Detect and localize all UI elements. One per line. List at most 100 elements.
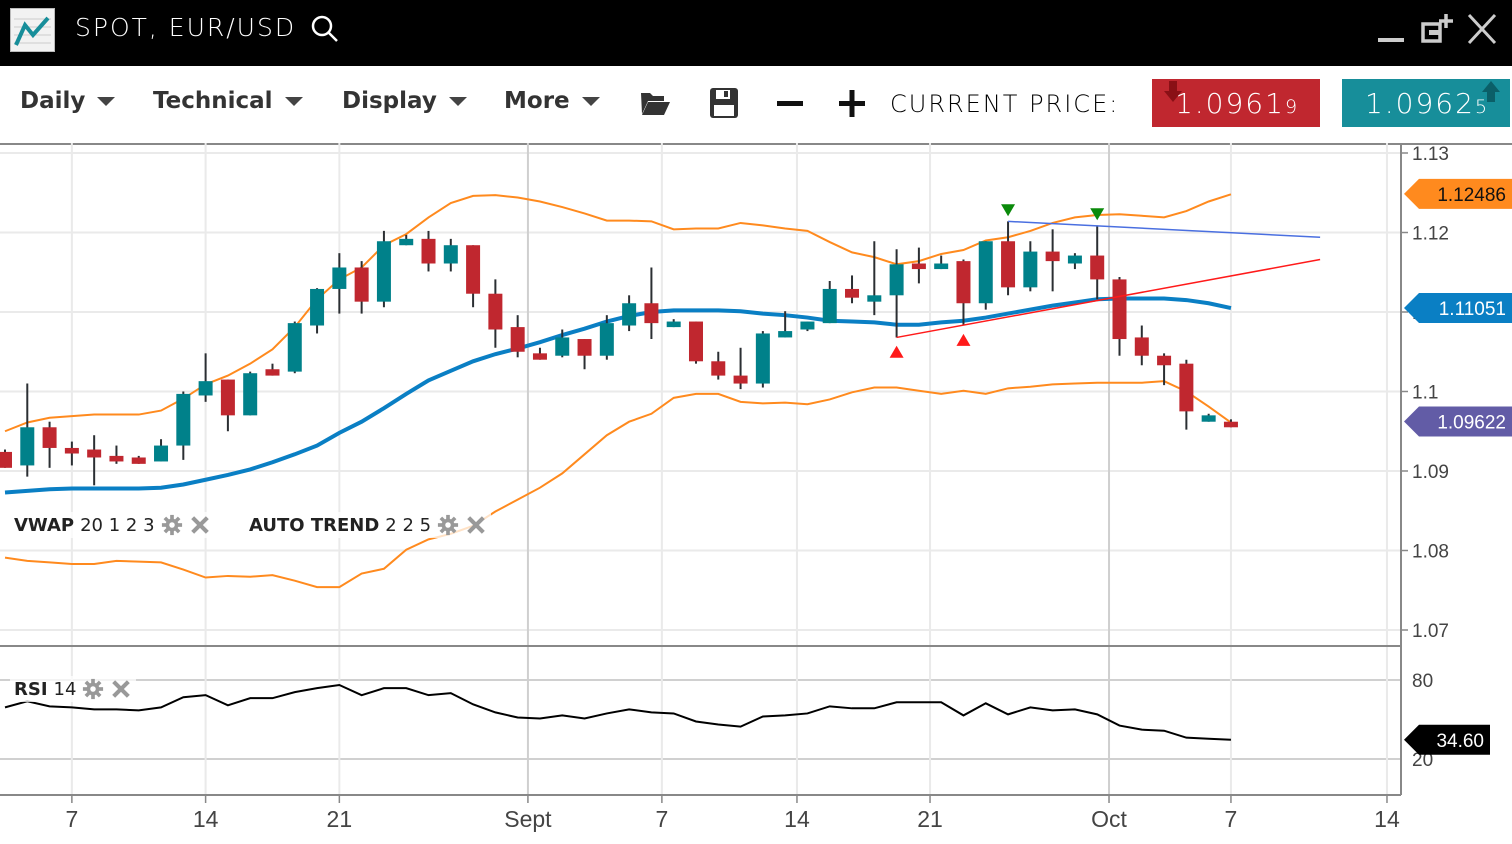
rsi-name: RSI (14, 678, 48, 700)
candle-body (376, 241, 391, 302)
menu-label: Technical (153, 88, 273, 114)
price-tag-label: 1.12486 (1437, 185, 1506, 206)
candle-body (332, 267, 347, 289)
candle-body (154, 445, 169, 462)
zoom-in-icon[interactable] (835, 86, 869, 120)
candle-body (711, 361, 726, 376)
candle-body (310, 288, 325, 326)
bid-price-button[interactable]: 1.0961 9 (1152, 79, 1320, 127)
candle-down (733, 347, 748, 390)
menu-label: Display (342, 88, 437, 114)
menu-technical[interactable]: Technical (153, 88, 303, 114)
menu-daily[interactable]: Daily (20, 88, 116, 114)
candle-body (911, 263, 926, 270)
candle-down (1223, 419, 1238, 428)
candle-up (176, 391, 191, 460)
candle-body (934, 263, 949, 270)
time-tick-label: 14 (784, 806, 810, 832)
candle-down (1112, 277, 1127, 356)
close-icon[interactable] (1465, 12, 1499, 46)
lower-band-line (4, 380, 1232, 589)
time-tick-label: 14 (1374, 806, 1400, 832)
time-tick-label: 7 (65, 806, 78, 832)
price-tick-label: 1.07 (1412, 621, 1449, 642)
caret-down-icon (448, 97, 467, 106)
candle-down (845, 275, 860, 304)
save-icon[interactable] (707, 86, 741, 120)
candle-down (0, 449, 12, 468)
remove-study-icon[interactable] (110, 678, 132, 700)
candle-body (733, 375, 748, 384)
candle-body (64, 447, 79, 454)
auto-trend-lines (889, 204, 1321, 358)
grid (0, 143, 1401, 795)
candle-body (956, 261, 971, 304)
upper-band-line (4, 193, 1232, 433)
gear-icon[interactable] (437, 514, 459, 536)
candle-up (622, 295, 637, 332)
candle-down (577, 339, 592, 370)
support-trend-line (896, 258, 1321, 339)
price-tag-label: 1.09622 (1437, 413, 1506, 434)
bid-price-main: 1.0961 (1174, 86, 1285, 120)
candle-body (510, 327, 525, 352)
price-tick-label: 1.09 (1412, 462, 1449, 483)
vwap-middle-line (4, 296, 1232, 495)
candle-body (443, 245, 458, 264)
candle-body (778, 331, 793, 338)
arrow-up-icon (1482, 81, 1500, 102)
remove-study-icon[interactable] (189, 514, 211, 536)
minimize-icon[interactable] (1375, 12, 1409, 46)
menu-more[interactable]: More (504, 88, 600, 114)
candle-down (510, 315, 525, 358)
candle-down (1157, 353, 1172, 386)
candle-body (42, 427, 57, 448)
candle-body (577, 339, 592, 356)
candle-body (1201, 415, 1216, 422)
price-tick-label: 1.1 (1412, 383, 1438, 404)
menu-display[interactable]: Display (342, 88, 467, 114)
candlesticks (0, 221, 1238, 486)
candle-down (688, 321, 703, 364)
menu-label: More (504, 88, 570, 114)
candle-down (265, 363, 280, 376)
rsi-params: 14 (53, 678, 77, 700)
price-tick-label: 1.12 (1412, 224, 1449, 245)
chart-logo-icon (10, 8, 55, 52)
candle-body (1134, 337, 1149, 356)
rsi-line (4, 683, 1231, 741)
axes: 1.13 1.12 1.11 1.1 1.09 1.08 1.07 80 20 7 14 21 Sept… (0, 143, 1512, 832)
candle-body (532, 353, 547, 360)
ask-price-pip: 5 (1474, 96, 1488, 118)
candle-up (198, 353, 213, 402)
candle-body (265, 369, 280, 376)
price-tag-shape (1404, 178, 1512, 209)
candle-body (198, 381, 213, 396)
candle-body (1023, 251, 1038, 288)
toolbar: Daily Technical Display More CURRENT PRI… (0, 66, 1512, 145)
candle-up (599, 315, 614, 360)
popout-window-icon[interactable] (1420, 12, 1454, 46)
candle-down (1179, 359, 1194, 430)
candle-down (1090, 225, 1105, 300)
gear-icon[interactable] (82, 678, 104, 700)
zoom-out-icon[interactable] (773, 86, 807, 120)
remove-study-icon[interactable] (465, 514, 487, 536)
candle-body (1045, 251, 1060, 262)
price-tick-label: 1.13 (1412, 144, 1449, 165)
search-icon[interactable] (310, 14, 340, 44)
candle-body (800, 321, 815, 330)
folder-open-icon[interactable] (638, 86, 672, 120)
rsi-tick-label: 20 (1412, 750, 1433, 771)
price-tick-label: 1.11 (1412, 303, 1448, 324)
candle-up (20, 383, 35, 477)
caret-down-icon (97, 97, 116, 106)
candle-body (1001, 241, 1016, 288)
current-price-label: CURRENT PRICE: (890, 90, 1120, 118)
candle-down (1045, 229, 1060, 292)
gear-icon[interactable] (161, 514, 183, 536)
candle-body (1112, 279, 1127, 340)
ask-price-button[interactable]: 1.0962 5 (1342, 79, 1510, 127)
price-tag: 1.11051 (1404, 292, 1512, 323)
candle-body (599, 323, 614, 356)
